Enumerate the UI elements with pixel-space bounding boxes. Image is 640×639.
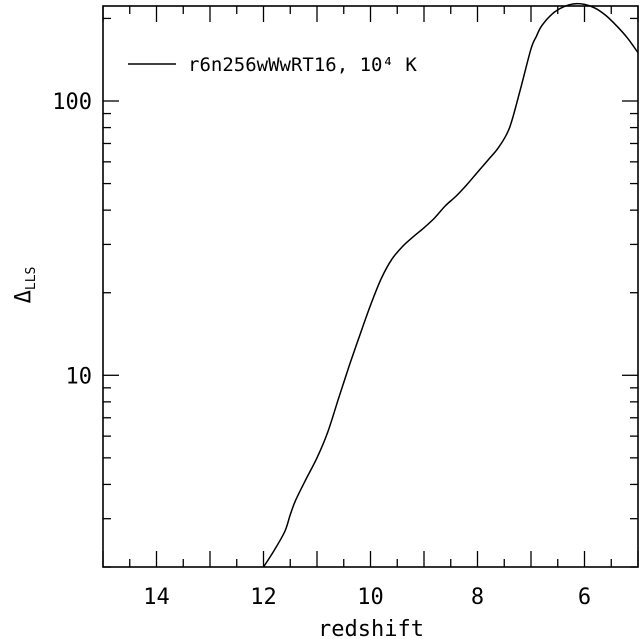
x-tick-label: 14: [143, 585, 170, 610]
y-tick-label: 100: [52, 90, 92, 115]
axis-ticks: [102, 6, 639, 568]
plot-frame: [102, 5, 639, 568]
x-tick-label: 10: [357, 585, 384, 610]
x-tick-label: 8: [471, 585, 484, 610]
x-tick-label: 12: [250, 585, 277, 610]
x-axis-title: redshift: [318, 617, 424, 639]
y-axis-subscript: LLS: [24, 267, 39, 290]
series-line: [262, 2, 639, 568]
legend-label: r6n256wWwRT16, 10⁴ K: [188, 54, 417, 76]
y-tick-label: 10: [66, 364, 93, 389]
tick-labels: 14 12 10 8 6 10 100: [52, 90, 591, 610]
y-axis-title: ΔLLS: [11, 267, 39, 304]
y-axis-symbol: Δ: [11, 290, 36, 303]
svg-text:ΔLLS: ΔLLS: [11, 267, 39, 304]
x-tick-label: 6: [578, 585, 591, 610]
legend: r6n256wWwRT16, 10⁴ K: [128, 54, 417, 76]
